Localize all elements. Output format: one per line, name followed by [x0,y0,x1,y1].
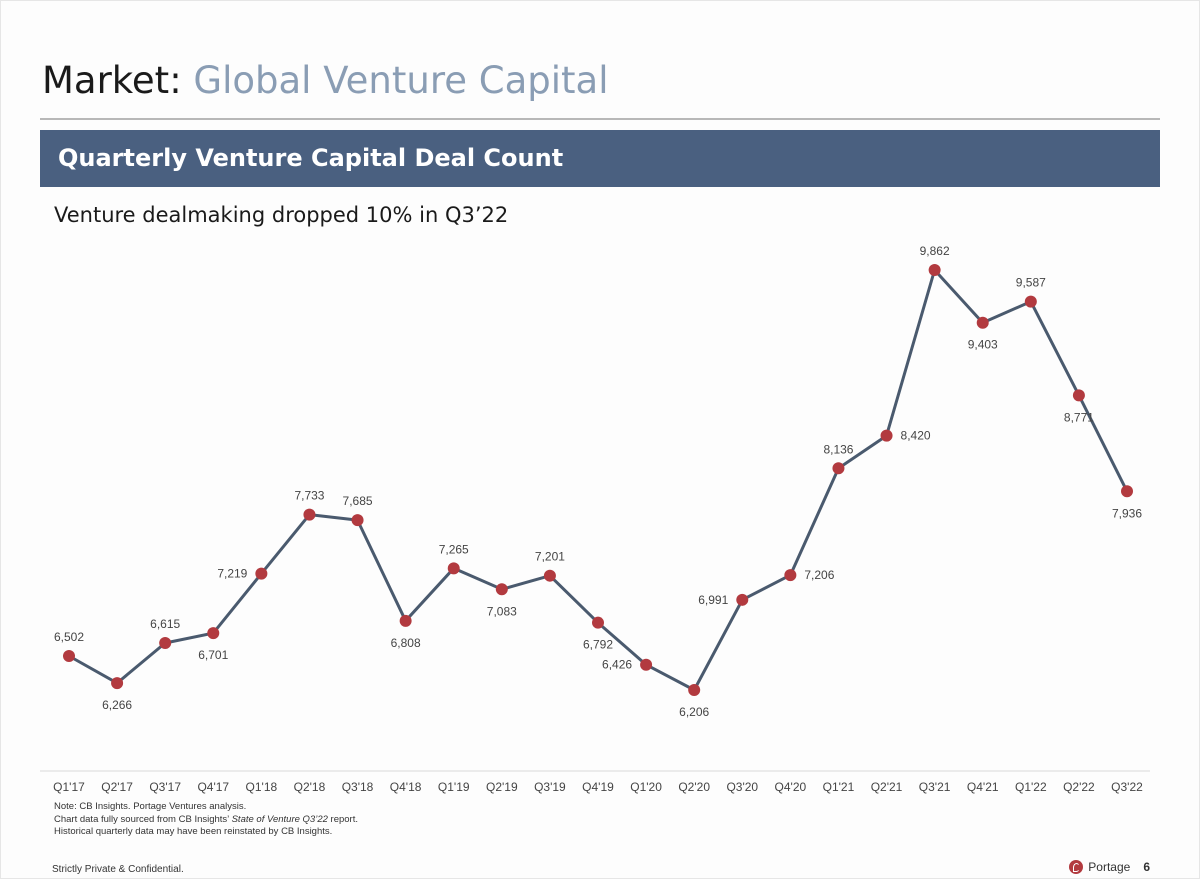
data-point-marker [880,429,893,442]
section-banner: Quarterly Venture Capital Deal Count [40,130,1160,187]
x-tick-label: Q3'17 [149,780,181,794]
data-point-marker [1121,485,1133,498]
data-point-marker [495,583,508,596]
data-point-marker [303,508,316,521]
x-tick-label: Q3'19 [534,780,566,794]
data-label: 8,136 [823,442,853,456]
data-point-marker [63,649,75,662]
data-point-marker [159,637,172,650]
data-point-marker [447,562,460,575]
data-point-marker [111,677,124,690]
data-point-marker [399,614,412,627]
x-tick-label: Q4'17 [197,780,229,794]
chart-subtitle: Venture dealmaking dropped 10% in Q3’22 [54,203,509,227]
data-label: 6,266 [102,698,132,712]
x-tick-label: Q4'20 [775,780,807,794]
data-label: 6,502 [54,630,84,644]
data-point-marker [351,514,364,527]
data-point-marker [784,569,797,582]
title-main: Global Venture Capital [193,59,609,102]
x-tick-label: Q2'20 [678,780,710,794]
data-label: 7,265 [439,542,469,556]
brand-name: Portage [1088,860,1131,874]
data-label: 9,862 [920,244,950,258]
page-title: Market: Global Venture Capital [42,58,608,104]
data-point-marker [1072,389,1085,402]
data-point-marker [832,462,845,475]
x-tick-label: Q1'21 [823,780,855,794]
data-point-marker [688,684,701,696]
portage-logo-icon [1069,860,1084,874]
data-label: 6,991 [698,593,728,607]
data-label: 6,701 [198,648,228,662]
data-label: 9,587 [1016,276,1046,290]
data-label: 7,733 [294,489,324,503]
data-point-marker [640,658,653,671]
x-tick-label: Q3'18 [342,780,374,794]
x-tick-label: Q1'17 [53,780,85,794]
x-tick-label: Q4'19 [582,780,614,794]
banner-title: Quarterly Venture Capital Deal Count [58,144,564,172]
x-tick-label: Q3'20 [726,780,758,794]
data-label: 7,936 [1112,506,1142,520]
title-divider [40,118,1160,120]
note-line: Note: CB Insights. Portage Ventures anal… [54,801,247,812]
x-tick-label: Q4'21 [967,780,999,794]
x-tick-label: Q1'20 [630,780,662,794]
x-tick-label: Q1'19 [438,780,470,794]
data-point-marker [928,264,941,276]
note-line: Chart data fully sourced from CB Insight… [54,813,358,825]
data-label: 7,201 [535,550,565,564]
brand-footer: Portage 6 [1069,860,1150,874]
data-label: 7,206 [804,568,834,582]
x-tick-label: Q2'19 [486,780,518,794]
data-point-marker [592,616,604,629]
data-point-marker [736,593,749,606]
data-point-marker [543,569,556,582]
data-label: 8,420 [901,429,931,443]
x-tick-label: Q2'21 [871,780,903,794]
data-label: 7,219 [217,567,247,581]
x-tick-label: Q2'17 [101,780,133,794]
data-label: 6,615 [150,617,180,631]
x-tick-label: Q2'18 [294,780,326,794]
data-point-marker [1024,295,1037,308]
page-number: 6 [1143,860,1150,874]
confidential-footer: Strictly Private & Confidential. [52,864,184,875]
data-label: 6,808 [391,636,421,650]
x-tick-label: Q3'22 [1111,780,1143,794]
x-tick-label: Q1'18 [246,780,278,794]
data-label: 6,206 [679,705,709,719]
source-notes: Note: CB Insights. Portage Ventures anal… [54,801,358,839]
data-label: 7,083 [487,604,517,618]
data-label: 6,792 [583,638,613,652]
data-label: 7,685 [343,494,373,508]
data-label: 9,403 [968,338,998,352]
title-prefix: Market: [42,59,182,102]
data-label: 6,426 [602,658,632,672]
x-tick-label: Q2'22 [1063,780,1095,794]
x-tick-label: Q1'22 [1015,780,1047,794]
data-point-marker [976,316,989,329]
note-line: Historical quarterly data may have been … [54,826,333,837]
x-tick-label: Q3'21 [919,780,951,794]
data-point-marker [207,627,220,640]
data-point-marker [255,567,268,580]
data-label: 8,771 [1064,410,1094,424]
x-tick-label: Q4'18 [390,780,422,794]
